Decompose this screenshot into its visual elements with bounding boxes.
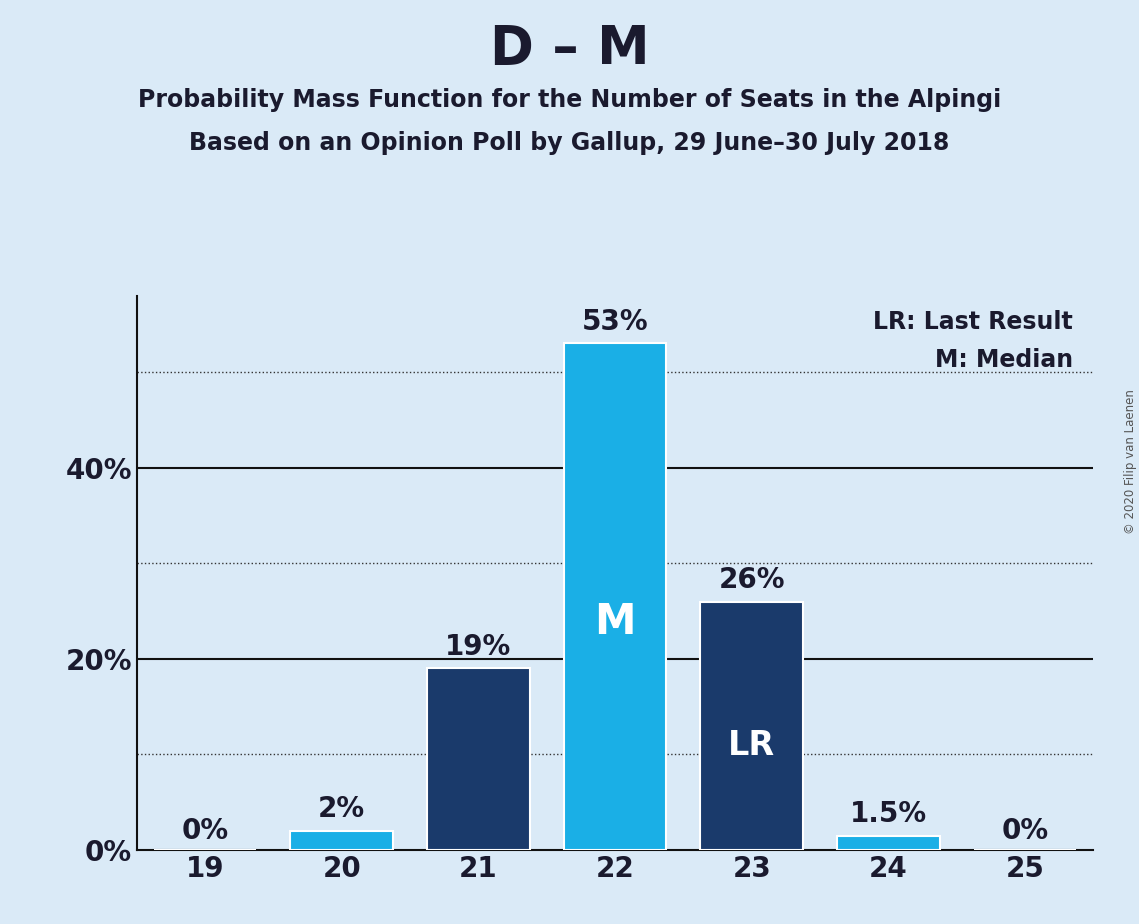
Text: LR: LR bbox=[728, 729, 776, 762]
Text: 26%: 26% bbox=[719, 565, 785, 594]
Text: © 2020 Filip van Laenen: © 2020 Filip van Laenen bbox=[1124, 390, 1137, 534]
Text: 0%: 0% bbox=[1001, 818, 1049, 845]
Text: 1.5%: 1.5% bbox=[850, 800, 927, 828]
Bar bbox=[700, 602, 803, 850]
Text: LR: Last Result: LR: Last Result bbox=[874, 310, 1073, 334]
Bar bbox=[564, 344, 666, 850]
Text: 19%: 19% bbox=[445, 633, 511, 661]
Text: 53%: 53% bbox=[582, 308, 648, 335]
Text: D – M: D – M bbox=[490, 23, 649, 75]
Text: M: Median: M: Median bbox=[935, 348, 1073, 372]
Text: Probability Mass Function for the Number of Seats in the Alpingi: Probability Mass Function for the Number… bbox=[138, 88, 1001, 112]
Text: M: M bbox=[595, 602, 636, 643]
Text: Based on an Opinion Poll by Gallup, 29 June–30 July 2018: Based on an Opinion Poll by Gallup, 29 J… bbox=[189, 131, 950, 155]
Text: 0%: 0% bbox=[181, 818, 229, 845]
Bar bbox=[290, 831, 393, 850]
Text: 2%: 2% bbox=[318, 796, 366, 823]
Bar bbox=[837, 835, 940, 850]
Bar bbox=[427, 668, 530, 850]
